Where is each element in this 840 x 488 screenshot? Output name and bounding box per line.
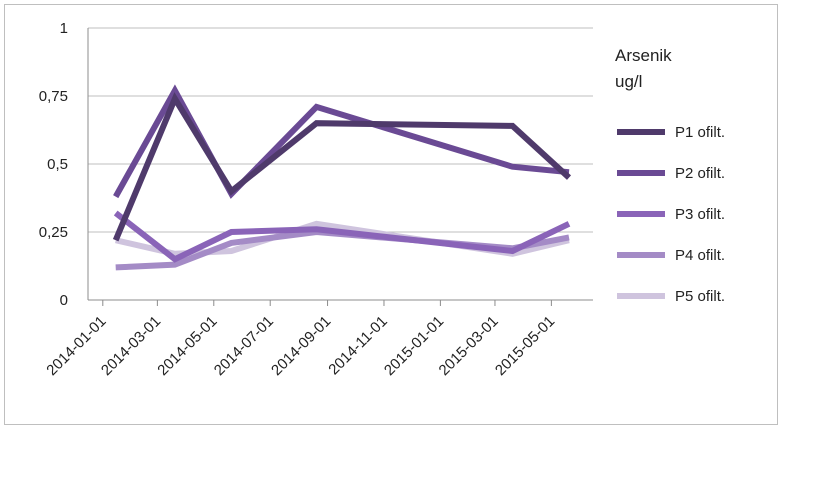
line-chart: 0 0,25 0,5 0,75 1 2014-01-012014-03-012014-0…: [39, 20, 725, 379]
x-tick-label: 2015-05-01: [492, 313, 558, 379]
legend-label-p1: P1 ofilt.: [675, 124, 725, 141]
gridlines: [88, 27, 593, 301]
legend: Arsenik ug/l P1 ofilt. P2 ofilt. P3 ofilt.…: [615, 46, 725, 305]
series-line-p3: [113, 210, 571, 263]
series-lines: [112, 84, 572, 271]
y-tick-label: 0: [60, 292, 68, 309]
x-tick-label: 2015-03-01: [436, 313, 502, 379]
chart-frame: 0 0,25 0,5 0,75 1 2014-01-01 2014-03-01 2014-0…: [4, 4, 778, 425]
y-tick-label: 1: [60, 20, 68, 37]
x-tick-label: 2014-05-01: [154, 313, 220, 379]
legend-label-p5: P5 ofilt.: [675, 288, 725, 305]
legend-title-line-2: ug/l: [615, 72, 642, 91]
y-tick-label: 0,25: [39, 224, 68, 241]
legend-title-line-1: Arsenik: [615, 46, 672, 65]
legend-label-p2: P2 ofilt.: [675, 165, 725, 182]
y-tick-label: 0,75: [39, 88, 68, 105]
x-tick-label: 2014-03-01: [98, 313, 164, 379]
legend-label-p3: P3 ofilt.: [675, 206, 725, 223]
series-line-p1: [112, 92, 572, 242]
series-line-p2: [113, 84, 570, 199]
legend-label-p4: P4 ofilt.: [675, 247, 725, 264]
y-tick-label: 0,5: [47, 156, 68, 173]
x-tick-label: 2014-07-01: [211, 313, 277, 379]
axes: [87, 28, 593, 301]
x-tick-label: 2014-09-01: [268, 313, 334, 379]
y-axis-ticks: 0 0,25 0,5 0,75 1: [39, 20, 68, 309]
x-axis-ticks: 2014-01-012014-03-012014-05-012014-07-01…: [43, 300, 558, 379]
